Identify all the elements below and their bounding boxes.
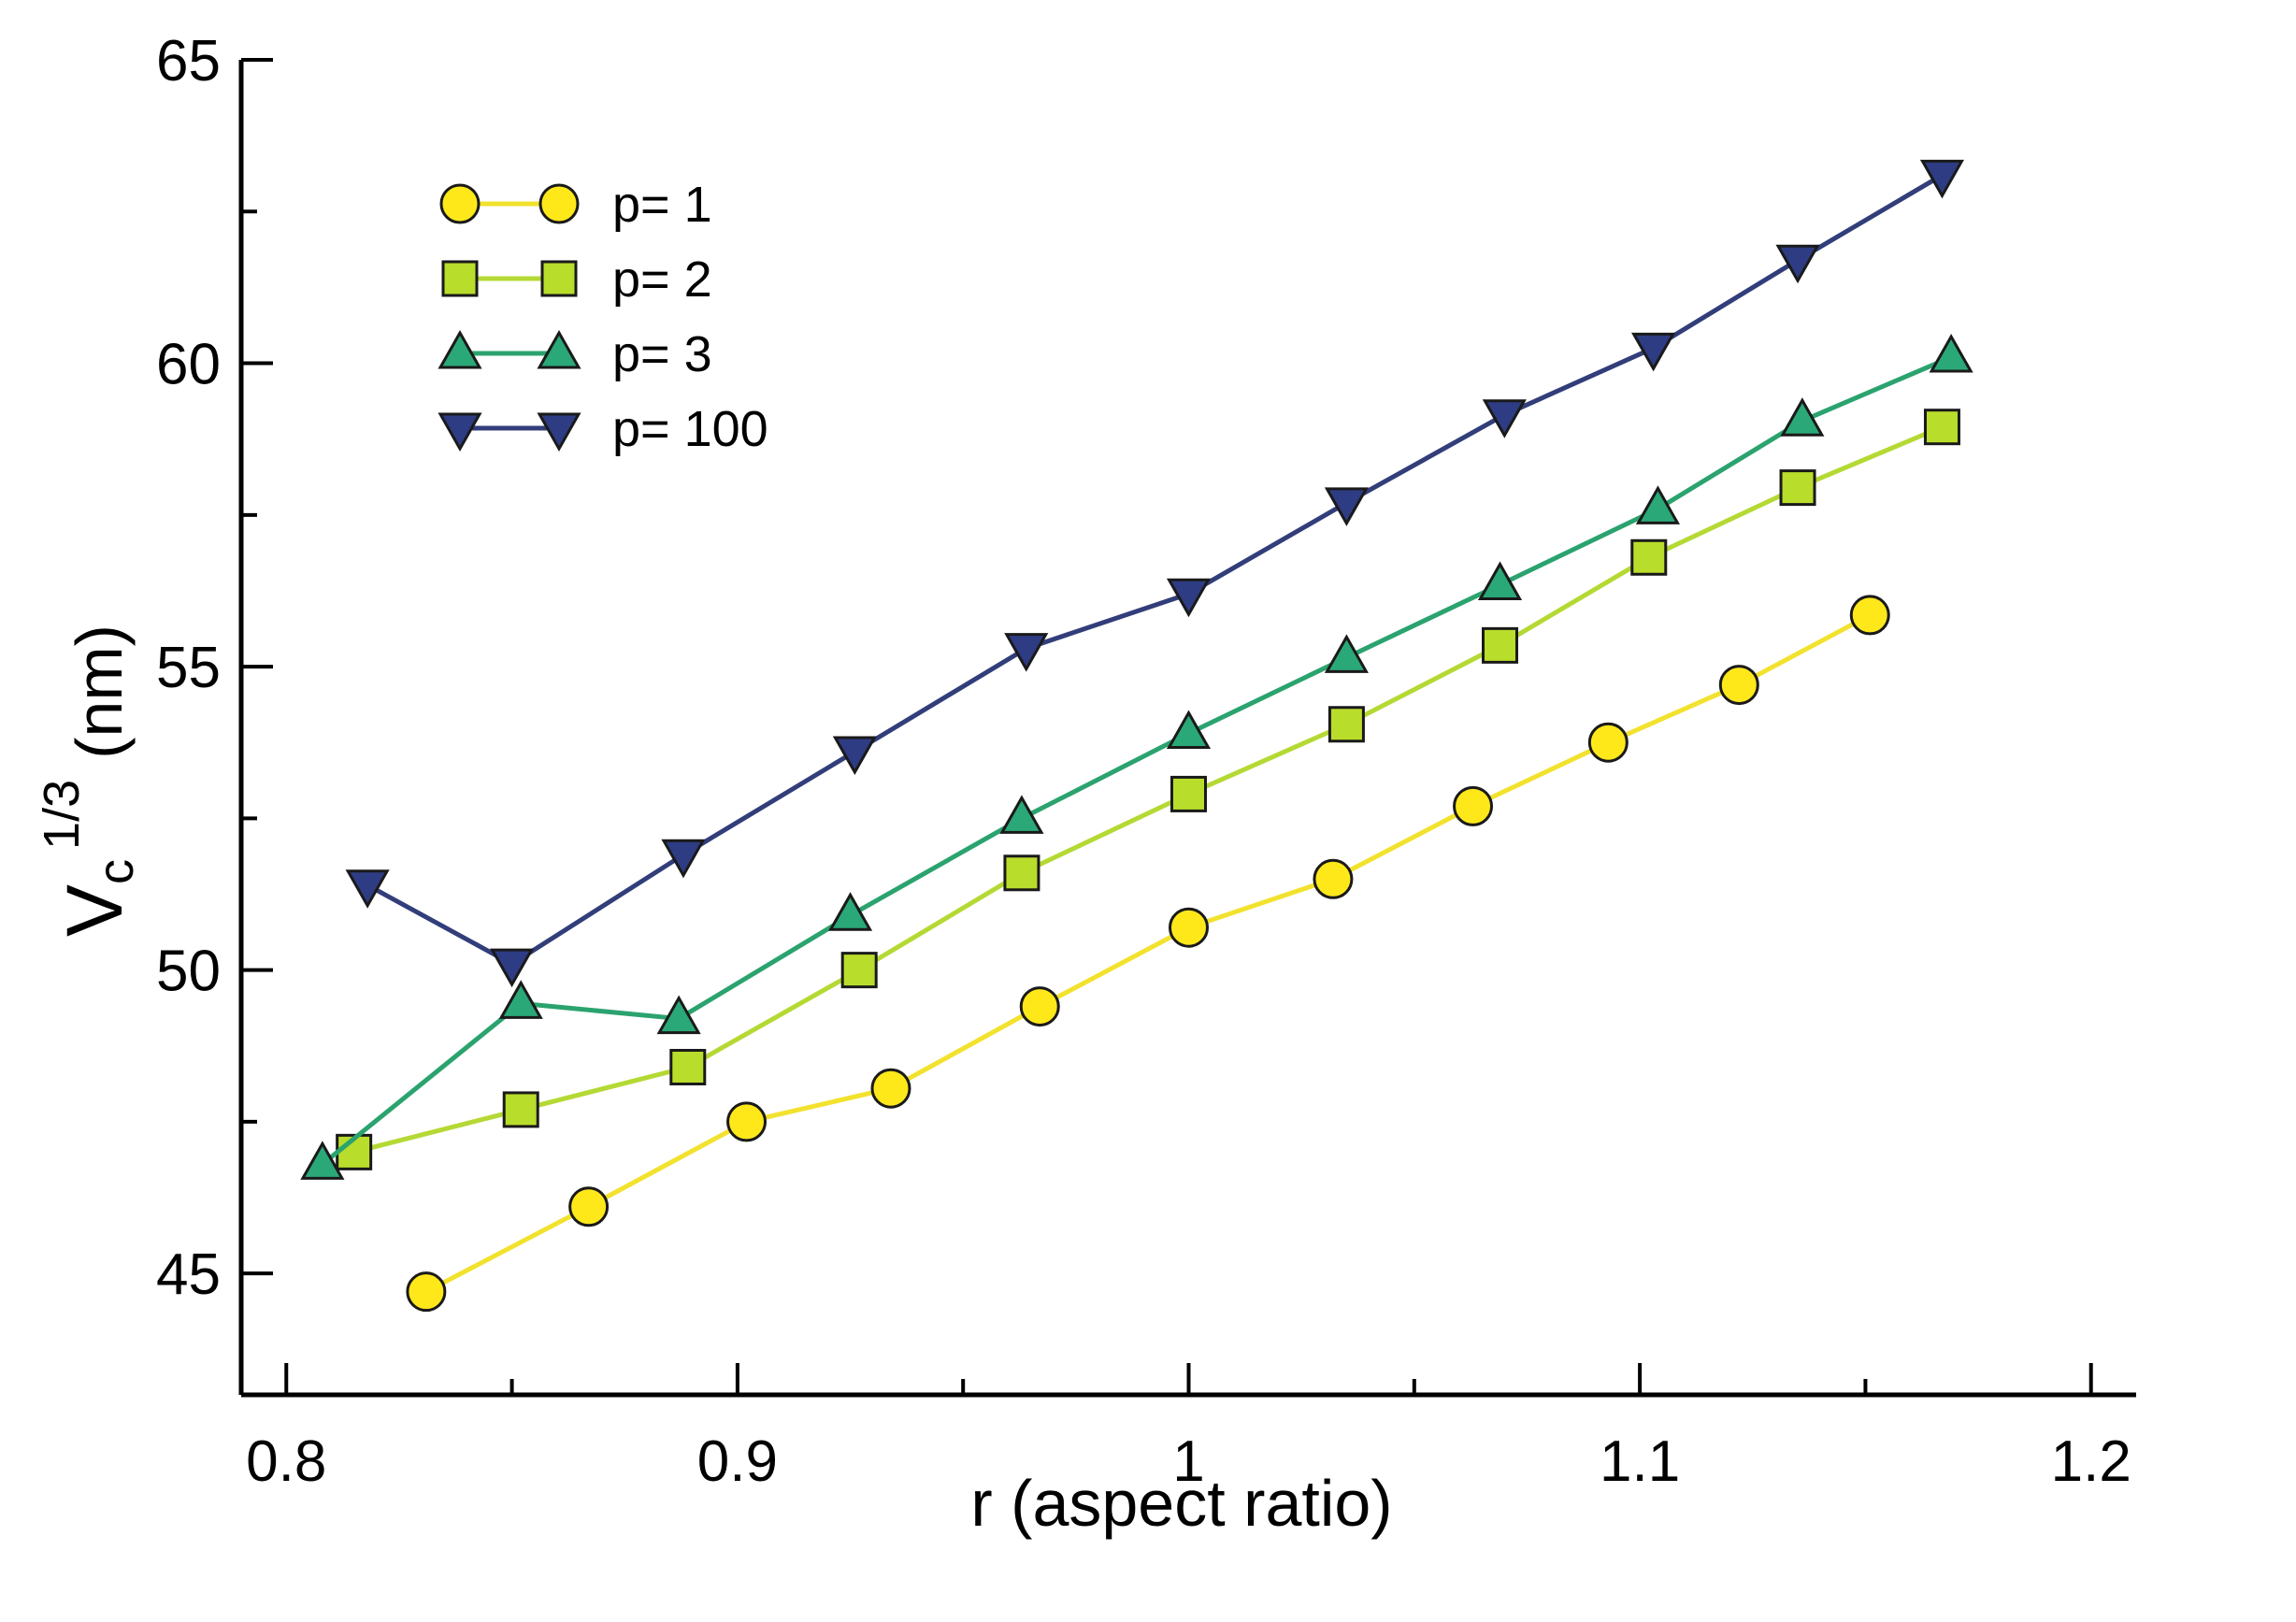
data-point [1718,665,1759,706]
ticks: 0.8 0.9 1 1.1 1.2 45 50 55 60 65 [156,29,2131,1494]
data-point [1019,986,1060,1027]
x-tick-label: 0.9 [697,1429,778,1494]
series-line [353,424,1944,1155]
legend-marker [537,412,581,452]
data-point [1482,626,1519,664]
data-point [870,1068,911,1109]
data-point [1170,775,1207,812]
series-line [366,173,1944,967]
data-point [669,1048,707,1085]
legend-item: p= 3 [438,326,712,382]
data-point [568,1186,610,1227]
x-tick-label: 1 [1172,1429,1204,1494]
series-line [424,612,1872,1294]
data-point [999,795,1044,834]
y-axis-title-sup: 1/3 [34,780,90,850]
data-point [1923,409,1960,446]
data-point [1779,469,1816,507]
data-point [726,1101,768,1142]
x-axis-title: r (aspect ratio) [970,1467,1392,1540]
legend-marker [438,329,482,369]
legend-marker [438,412,482,452]
y-axis-title-sub: c [88,859,144,884]
data-point [1453,785,1494,826]
data-point [1635,485,1680,524]
y-tick-label: 45 [156,1242,221,1307]
data-point [1004,633,1049,672]
legend-label: p= 3 [612,326,712,382]
x-tick-label: 1.2 [2051,1429,2131,1494]
data-point [656,995,701,1035]
data-point [1003,854,1040,892]
data-point [498,980,543,1019]
legend-item: p= 2 [441,251,712,308]
legend-marker [441,260,479,297]
data-point [1631,332,1676,372]
y-axis-title-unit: (nm) [63,624,136,759]
data-point [1780,397,1825,437]
data-point [1482,399,1527,438]
data-point [1324,634,1369,673]
data-point [502,1091,539,1128]
data-point [1630,538,1668,576]
legend-label: p= 100 [612,401,768,457]
data-point [1166,710,1212,749]
y-axis-title: Vc 1/3 (nm) [34,624,144,937]
series-triangle-up [300,334,1973,1180]
legend-marker [439,183,481,224]
x-tick-label: 1.1 [1600,1429,1680,1494]
legend-item: p= 1 [439,177,712,233]
x-tick-label: 0.8 [246,1429,326,1494]
y-tick-label: 65 [156,29,221,93]
data-point [489,948,535,988]
legend: p= 1 p= 2 p= 3 p= 100 [438,177,768,457]
series-triangle-down [345,159,1965,988]
data-point [832,736,877,776]
data-point [1313,858,1354,899]
series-circle [406,595,1890,1313]
data-point [1324,487,1369,526]
legend-label: p= 1 [612,177,712,233]
series-layer [300,159,1973,1313]
data-point [827,892,873,931]
data-point [1587,722,1629,763]
data-point [406,1271,447,1313]
y-tick-label: 55 [156,636,221,700]
legend-marker [538,183,580,224]
data-point [661,839,706,879]
data-point [1929,334,1973,373]
series-line [321,354,1953,1167]
legend-marker [540,260,578,297]
data-point [1849,595,1890,636]
series-square [336,409,1960,1170]
y-tick-label: 60 [156,333,221,397]
data-point [840,952,878,989]
y-tick-label: 50 [156,940,221,1004]
data-point [1169,907,1209,948]
data-point [1919,159,1965,199]
data-point [300,1141,345,1180]
legend-item: p= 100 [438,401,768,457]
legend-marker [537,329,581,369]
data-point [345,869,390,909]
data-point [1775,244,1820,284]
y-axis-title-main: V [50,884,138,937]
data-point [1166,578,1212,618]
data-point [1327,706,1365,743]
legend-label: p= 2 [612,251,712,308]
data-point [1477,561,1523,600]
